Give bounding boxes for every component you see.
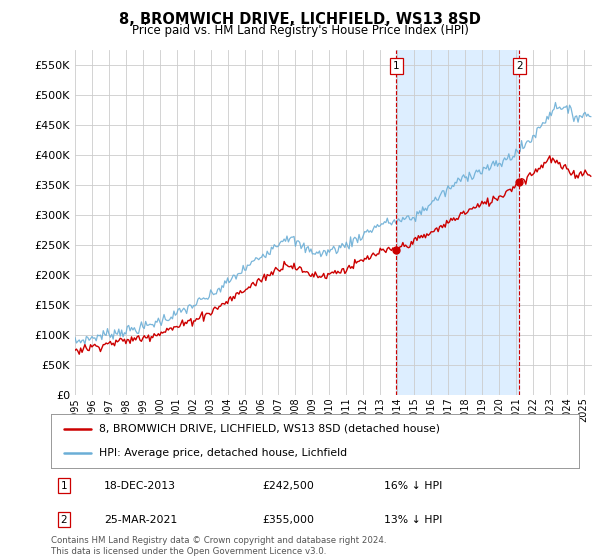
Text: 2: 2 — [61, 515, 67, 525]
Text: Contains HM Land Registry data © Crown copyright and database right 2024.
This d: Contains HM Land Registry data © Crown c… — [51, 536, 386, 556]
Point — [515, 178, 524, 186]
Text: £355,000: £355,000 — [262, 515, 314, 525]
Text: £242,500: £242,500 — [262, 480, 314, 491]
Text: 25-MAR-2021: 25-MAR-2021 — [104, 515, 177, 525]
Text: 1: 1 — [393, 61, 400, 71]
Text: 18-DEC-2013: 18-DEC-2013 — [104, 480, 176, 491]
Text: 8, BROMWICH DRIVE, LICHFIELD, WS13 8SD: 8, BROMWICH DRIVE, LICHFIELD, WS13 8SD — [119, 12, 481, 27]
Text: 8, BROMWICH DRIVE, LICHFIELD, WS13 8SD (detached house): 8, BROMWICH DRIVE, LICHFIELD, WS13 8SD (… — [98, 424, 440, 434]
Text: Price paid vs. HM Land Registry's House Price Index (HPI): Price paid vs. HM Land Registry's House … — [131, 24, 469, 36]
Point — [392, 245, 401, 254]
Bar — [397, 50, 520, 395]
Text: HPI: Average price, detached house, Lichfield: HPI: Average price, detached house, Lich… — [98, 448, 347, 458]
Text: 13% ↓ HPI: 13% ↓ HPI — [383, 515, 442, 525]
Text: 2: 2 — [516, 61, 523, 71]
Text: 1: 1 — [61, 480, 67, 491]
Text: 16% ↓ HPI: 16% ↓ HPI — [383, 480, 442, 491]
